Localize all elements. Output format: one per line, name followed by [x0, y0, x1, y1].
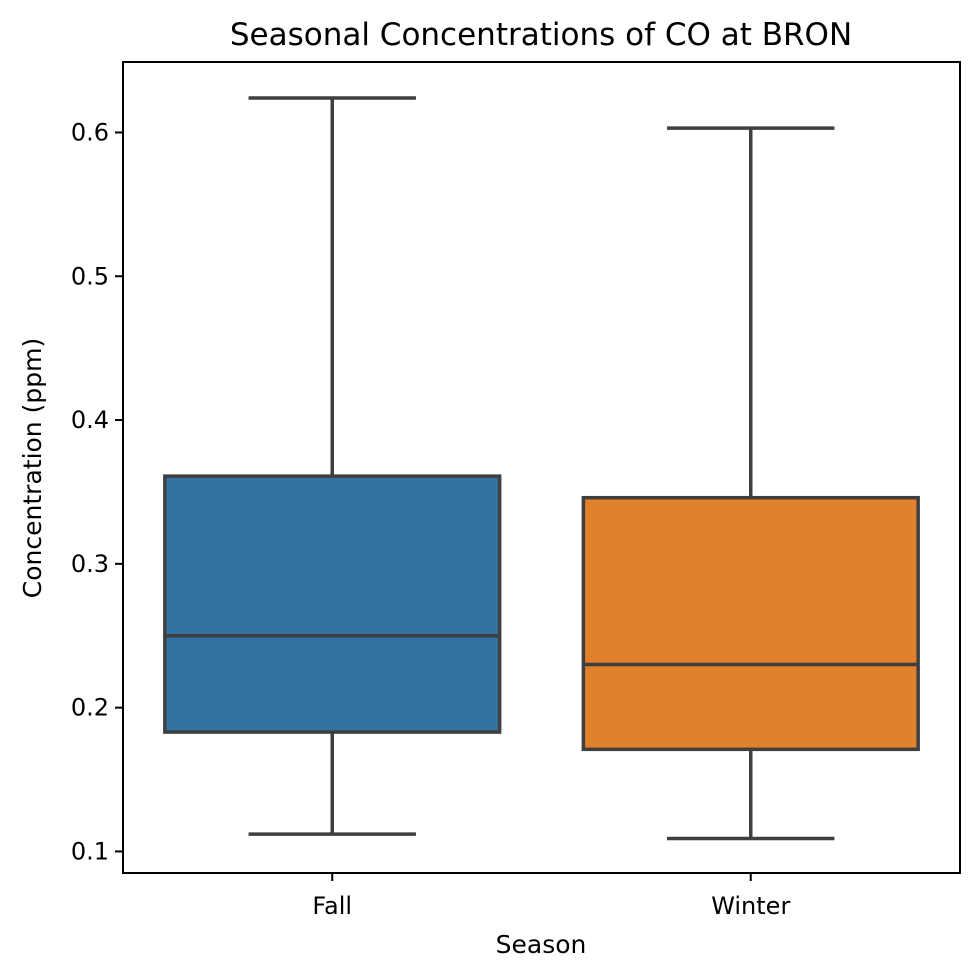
y-tick-label: 0.4 [71, 406, 109, 434]
iqr-box-fall [163, 474, 502, 734]
box-winter [581, 126, 920, 841]
y-tick-label: 0.1 [71, 837, 109, 865]
x-tick-label: Fall [312, 892, 352, 920]
x-axis-label: Season [496, 930, 587, 959]
chart-title: Seasonal Concentrations of CO at BRON [230, 17, 852, 53]
y-tick-label: 0.5 [71, 262, 109, 290]
y-tick-label: 0.6 [71, 118, 109, 146]
x-tick-label: Winter [711, 892, 790, 920]
plot-area [163, 96, 920, 841]
y-tick-label: 0.3 [71, 550, 109, 578]
box-fall [163, 96, 502, 836]
plot-frame [122, 61, 961, 874]
iqr-box-winter [581, 495, 920, 752]
y-tick-label: 0.2 [71, 694, 109, 722]
y-axis: 0.1 0.2 0.3 0.4 0.5 0.6 [71, 118, 123, 865]
y-axis-label: Concentration (ppm) [18, 338, 47, 598]
x-axis: Fall Winter [312, 873, 790, 920]
